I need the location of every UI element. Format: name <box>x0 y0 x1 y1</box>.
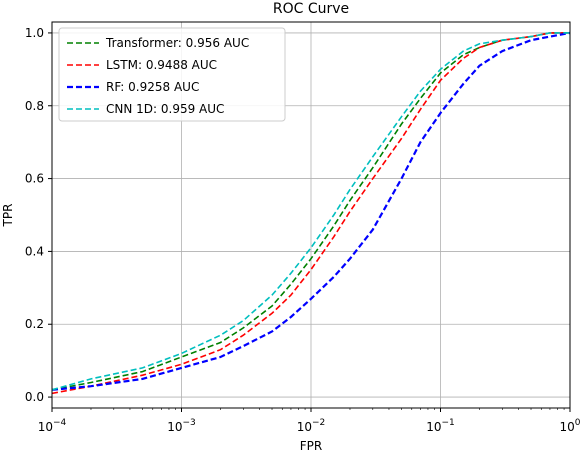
y-tick-label: 0.4 <box>25 244 44 258</box>
x-axis: 10−4 10−3 10−2 10−1 100 <box>38 408 581 434</box>
y-axis: 0.0 0.2 0.4 0.6 0.8 1.0 <box>25 26 52 404</box>
series-line <box>51 32 570 391</box>
x-tick-label: 10−1 <box>426 418 455 434</box>
series-group <box>51 31 571 395</box>
x-tick-label: 100 <box>559 418 580 434</box>
y-tick-label: 1.0 <box>25 26 44 40</box>
chart-title: ROC Curve <box>273 1 349 17</box>
x-tick-label: 10−4 <box>38 418 67 434</box>
x-tick-label: 10−2 <box>297 418 326 434</box>
y-tick-label: 0.2 <box>25 317 44 331</box>
y-tick-label: 0.0 <box>25 390 44 404</box>
series-line <box>51 32 570 391</box>
x-axis-label: FPR <box>300 439 322 453</box>
legend: Transformer: 0.956 AUC LSTM: 0.9488 AUC RF… <box>58 27 286 122</box>
y-tick-label: 0.8 <box>25 99 44 113</box>
series-line <box>51 32 570 395</box>
legend-label: CNN 1D: 0.959 AUC <box>106 102 224 116</box>
legend-label: RF: 0.9258 AUC <box>106 80 199 94</box>
legend-box <box>58 27 286 122</box>
x-tick-label: 10−3 <box>167 418 196 434</box>
y-tick-label: 0.6 <box>25 172 44 186</box>
legend-label: Transformer: 0.956 AUC <box>105 36 249 50</box>
series-line <box>51 31 571 391</box>
legend-label: LSTM: 0.9488 AUC <box>106 58 217 72</box>
y-axis-label: TPR <box>1 204 15 228</box>
